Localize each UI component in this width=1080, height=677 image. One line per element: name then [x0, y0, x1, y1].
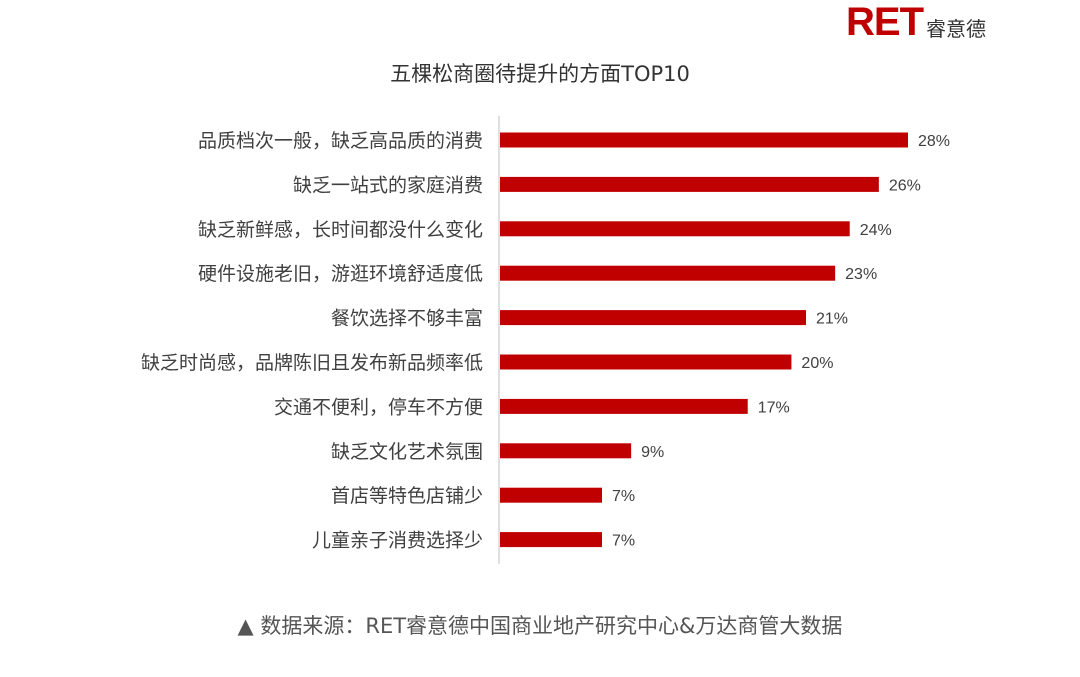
value-label: 26% [889, 177, 921, 194]
bar [500, 398, 748, 414]
category-label: 缺乏时尚感，品牌陈旧且发布新品频率低 [141, 352, 483, 374]
category-label: 硬件设施老旧，游逛环境舒适度低 [198, 263, 483, 285]
category-label: 缺乏新鲜感，长时间都没什么变化 [198, 219, 483, 241]
value-label: 23% [845, 266, 877, 283]
category-label: 品质档次一般，缺乏高品质的消费 [198, 130, 483, 152]
value-label: 21% [816, 311, 848, 328]
value-label: 17% [758, 399, 790, 416]
bar [500, 132, 908, 148]
category-label: 儿童亲子消费选择少 [312, 530, 483, 552]
category-label: 首店等特色店铺少 [331, 485, 483, 507]
brand-logo: RET 睿意德 [846, 2, 986, 42]
value-label: 20% [801, 355, 833, 372]
brand-name: 睿意德 [926, 17, 986, 41]
value-label: 24% [860, 222, 892, 239]
bar [500, 176, 879, 192]
bar [500, 310, 806, 326]
category-label: 交通不便利，停车不方便 [274, 396, 483, 418]
bar-chart: 品质档次一般，缺乏高品质的消费 28% 缺乏一站式的家庭消费 26% 缺乏新鲜感，长时间… [141, 115, 950, 564]
category-label: 餐饮选择不够丰富 [331, 308, 483, 330]
bar [500, 354, 792, 370]
brand-mark: RET [846, 0, 924, 44]
category-label: 缺乏文化艺术氛围 [331, 441, 483, 463]
category-label: 缺乏一站式的家庭消费 [293, 174, 483, 196]
value-label: 28% [918, 133, 950, 150]
source-note: ▲ 数据来源：RET睿意德中国商业地产研究中心&万达商管大数据 [237, 614, 843, 638]
value-label: 7% [612, 533, 635, 550]
bar [500, 443, 632, 459]
value-label: 9% [641, 444, 664, 461]
bar [500, 532, 602, 548]
value-label: 7% [612, 488, 635, 505]
bar [500, 487, 602, 503]
bar [500, 265, 836, 281]
chart-title: 五棵松商圈待提升的方面TOP10 [390, 62, 690, 86]
bar [500, 221, 850, 237]
